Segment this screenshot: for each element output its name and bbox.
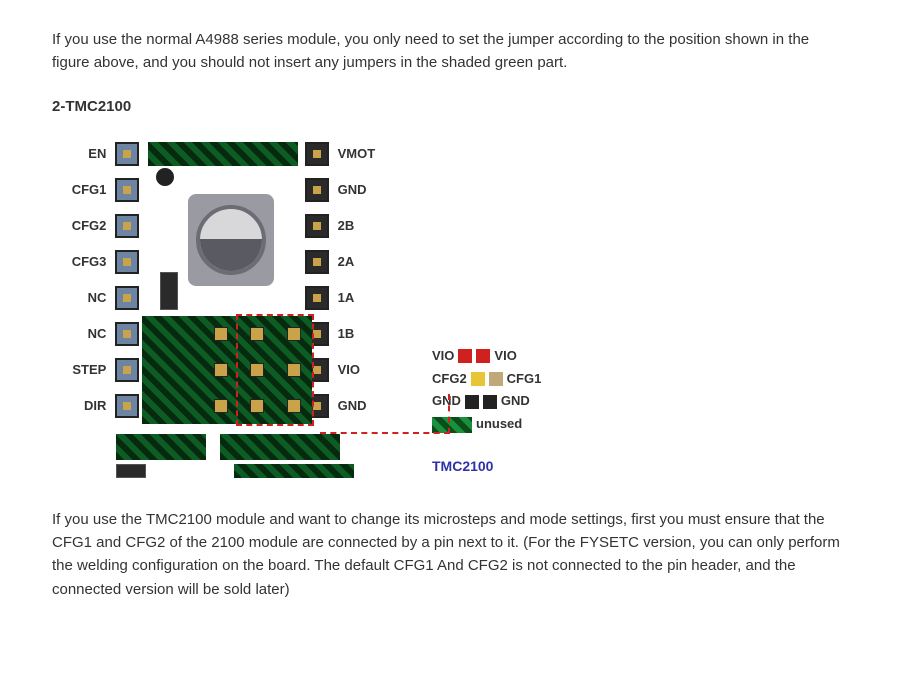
pin-label-right: 1B — [338, 324, 392, 344]
pin-label-left: CFG2 — [52, 216, 106, 236]
legend-label: VIO — [432, 346, 454, 367]
legend-row: CFG2 CFG1 — [432, 369, 541, 390]
legend-swatch — [471, 372, 485, 386]
legend-label: CFG1 — [507, 369, 542, 390]
bottom-strips — [116, 434, 392, 460]
legend-label: VIO — [494, 346, 516, 367]
left-socket — [115, 322, 139, 346]
left-socket — [115, 142, 139, 166]
pin-label-right: 1A — [338, 288, 392, 308]
hatch-strip — [234, 464, 354, 478]
left-socket — [115, 394, 139, 418]
legend-unused-label: unused — [476, 414, 522, 435]
pin-label-left: EN — [52, 144, 106, 164]
pin-row: CFG2 2B — [52, 208, 392, 244]
right-socket — [305, 286, 329, 310]
legend-swatch — [476, 349, 490, 363]
hatch-strip — [116, 434, 206, 460]
pin-label-left: NC — [52, 288, 106, 308]
pin-label-right: VIO — [338, 360, 392, 380]
pin-label-right: 2A — [338, 252, 392, 272]
left-socket — [115, 250, 139, 274]
left-socket — [115, 214, 139, 238]
bottom-strips-2 — [116, 464, 392, 478]
board-area: EN VMOT CFG1 GND CFG2 2 — [52, 136, 392, 478]
pin-label-right: 2B — [338, 216, 392, 236]
right-socket — [305, 142, 329, 166]
legend-row: VIO VIO — [432, 346, 541, 367]
pin-row: EN VMOT — [52, 136, 392, 172]
tmc2100-diagram: EN VMOT CFG1 GND CFG2 2 — [52, 136, 849, 478]
pin-row: STEP VIO — [52, 352, 392, 388]
pin-label-left: STEP — [52, 360, 106, 380]
left-socket — [115, 178, 139, 202]
hatch-strip — [220, 434, 340, 460]
legend-swatch — [465, 395, 479, 409]
tmc-paragraph: If you use the TMC2100 module and want t… — [52, 508, 849, 601]
pin-row: NC 1B — [52, 316, 392, 352]
pin-label-right: VMOT — [338, 144, 392, 164]
legend-swatch — [458, 349, 472, 363]
module-name: TMC2100 — [432, 455, 541, 477]
section-heading: 2-TMC2100 — [52, 95, 849, 118]
mount-hole-icon — [156, 168, 174, 186]
jumper-pad — [214, 327, 228, 341]
pin-label-left: CFG1 — [52, 180, 106, 200]
intro-paragraph: If you use the normal A4988 series modul… — [52, 28, 849, 75]
pin-label-left: DIR — [52, 396, 106, 416]
right-socket — [305, 178, 329, 202]
pin-label-left: CFG3 — [52, 252, 106, 272]
pin-label-left: NC — [52, 324, 106, 344]
legend-label: GND — [501, 391, 530, 412]
capacitor-icon — [160, 272, 178, 310]
smd-icon — [116, 464, 146, 478]
callout-line — [320, 394, 450, 434]
left-socket — [115, 286, 139, 310]
legend-label: CFG2 — [432, 369, 467, 390]
hatch-strip-top — [148, 142, 298, 166]
right-socket — [305, 250, 329, 274]
legend-swatch — [483, 395, 497, 409]
right-socket — [305, 214, 329, 238]
pin-row: CFG3 2A — [52, 244, 392, 280]
pin-label-right: GND — [338, 180, 392, 200]
pin-row: NC 1A — [52, 280, 392, 316]
legend-swatch — [489, 372, 503, 386]
left-socket — [115, 358, 139, 382]
